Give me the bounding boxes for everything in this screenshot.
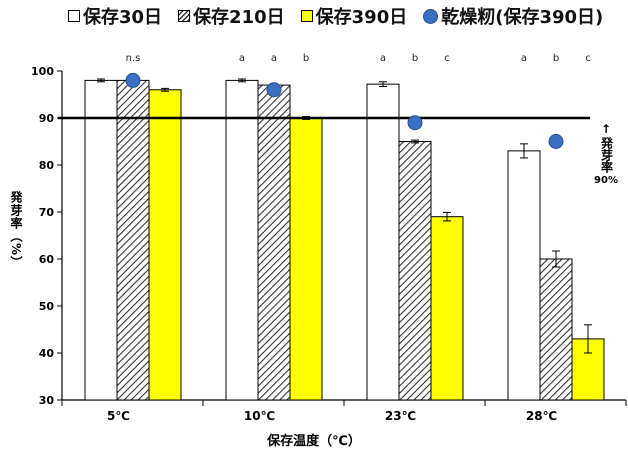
y-tick-label: 40 [39,347,55,360]
significance-label: c [585,53,591,64]
x-tick-label: 28℃ [526,409,557,423]
significance-label: a [380,53,386,64]
significance-label: c [444,53,450,64]
significance-label: a [521,53,527,64]
legend: 保存30日 保存210日 保存390日 乾燥籾(保存390日) [68,3,619,29]
legend-item-dry-paddy: 乾燥籾(保存390日) [423,3,603,29]
significance-label: b [412,53,418,64]
bar [116,79,150,401]
x-tick-label: 5℃ [107,409,130,423]
dry-paddy-point [548,134,564,149]
legend-label: 保存390日 [315,7,408,28]
y-tick-label: 90 [39,112,55,125]
y-tick-label: 70 [39,206,55,219]
bar [430,216,464,401]
significance-label: a [271,53,277,64]
legend-swatch-hatch [178,10,191,22]
dry-paddy-point [125,72,141,88]
legend-item-30days: 保存30日 [68,3,162,29]
significance-label: b [303,53,309,64]
y-tick-label: 50 [39,300,55,313]
y-tick-label: 80 [39,159,55,172]
significance-label: a [239,53,245,64]
bar [507,150,541,401]
x-axis-label: 保存温度（℃） [267,434,361,449]
y-axis-label: 発芽率（%） [9,190,23,270]
y-tick-label: 60 [39,253,55,266]
x-tick-label: 23℃ [385,409,416,423]
bar [84,79,118,401]
y-tick-label: 30 [39,394,55,407]
reference-label: 発芽率 [599,137,614,173]
plot-area: 30 40 50 60 70 80 90 100 n.s 5℃ a a b 10℃ a b c 23℃ a b c 28℃ [31,53,627,423]
bar [366,83,400,401]
dry-paddy-point [407,115,423,131]
bar [225,79,259,401]
bar [398,141,432,401]
y-tick-label: 100 [31,65,54,78]
legend-label: 保存210日 [193,7,285,28]
up-arrow-icon: ↑ [600,122,612,136]
legend-label: 乾燥籾(保存390日) [441,7,604,28]
legend-swatch-yellow [300,10,313,22]
x-tick-label: 10℃ [244,409,275,423]
bar [289,117,323,401]
significance-label: n.s [126,53,141,64]
bar [539,258,573,401]
bar [148,89,182,401]
legend-dot-icon [423,8,439,24]
legend-label: 保存30日 [83,7,163,28]
bar [257,84,291,401]
reference-value: 90% [594,175,618,186]
legend-item-390days: 保存390日 [300,3,408,29]
dry-paddy-point [266,82,282,98]
legend-swatch-white [68,10,80,22]
significance-label: b [553,53,559,64]
reference-annotation: ↑ 発芽率 90% [594,122,618,188]
legend-item-210days: 保存210日 [178,3,285,29]
